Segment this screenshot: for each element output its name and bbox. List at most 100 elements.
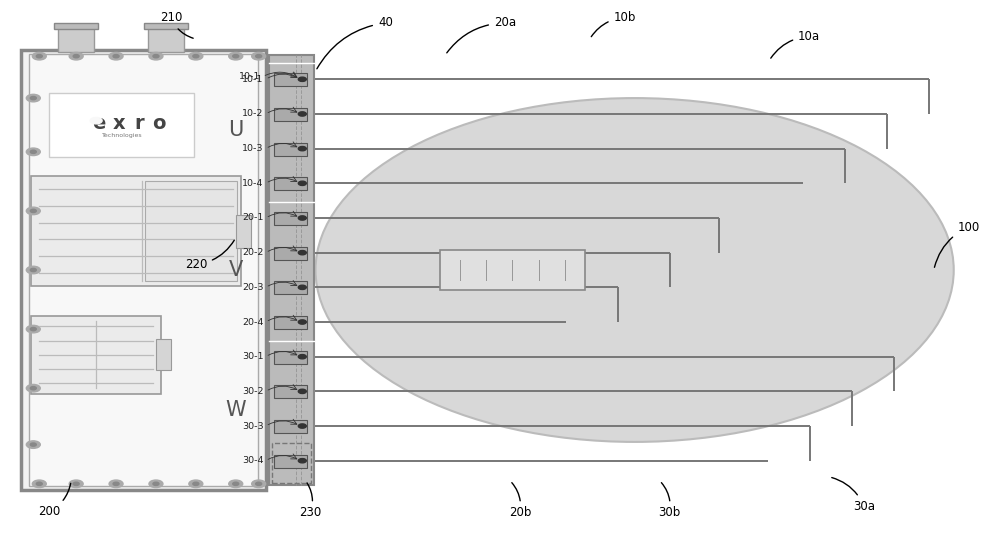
Circle shape	[298, 424, 306, 428]
Text: 200: 200	[38, 483, 71, 518]
Bar	[272, 443, 311, 483]
Circle shape	[90, 117, 102, 124]
Text: 10b: 10b	[591, 11, 636, 37]
Bar	[148, 28, 184, 52]
Text: 10a: 10a	[771, 30, 820, 58]
Text: 30-1: 30-1	[242, 352, 264, 361]
Text: x: x	[113, 114, 125, 133]
Text: Technologies: Technologies	[102, 133, 142, 138]
Bar	[274, 247, 307, 260]
Bar	[31, 176, 241, 286]
Circle shape	[193, 482, 199, 485]
Circle shape	[30, 268, 36, 272]
Text: 20-1: 20-1	[242, 213, 264, 222]
Text: 30a: 30a	[832, 477, 875, 513]
Circle shape	[229, 480, 243, 488]
Bar	[274, 108, 307, 121]
Text: 20b: 20b	[509, 483, 531, 519]
Text: 10-3: 10-3	[242, 144, 264, 153]
Bar	[31, 316, 161, 394]
Bar	[54, 23, 98, 29]
Circle shape	[30, 443, 36, 446]
Bar	[58, 28, 94, 52]
Bar	[274, 73, 307, 86]
Text: 230: 230	[299, 483, 322, 519]
Bar	[274, 178, 307, 190]
Circle shape	[298, 458, 306, 463]
Text: 30-3: 30-3	[242, 422, 264, 430]
Circle shape	[30, 210, 36, 213]
Text: 10-1: 10-1	[239, 72, 261, 81]
Circle shape	[30, 97, 36, 100]
Text: 20-3: 20-3	[242, 283, 264, 292]
Text: 10-1: 10-1	[242, 75, 264, 84]
Circle shape	[73, 482, 79, 485]
Circle shape	[252, 480, 266, 488]
Circle shape	[113, 482, 119, 485]
Circle shape	[189, 480, 203, 488]
Bar	[49, 93, 194, 157]
Text: 100: 100	[934, 220, 980, 267]
Circle shape	[149, 480, 163, 488]
Circle shape	[26, 148, 40, 156]
Text: 220: 220	[185, 240, 234, 271]
Bar	[274, 316, 307, 329]
Circle shape	[109, 52, 123, 60]
Circle shape	[298, 355, 306, 359]
Text: 20-2: 20-2	[242, 248, 264, 257]
Text: e: e	[92, 114, 106, 133]
Circle shape	[26, 266, 40, 274]
Circle shape	[298, 112, 306, 116]
Circle shape	[316, 98, 954, 442]
Circle shape	[256, 55, 262, 58]
Bar	[274, 281, 307, 294]
Bar	[236, 214, 251, 247]
Bar	[274, 351, 307, 363]
Circle shape	[193, 55, 199, 58]
Bar	[274, 143, 307, 156]
Circle shape	[298, 77, 306, 82]
Bar	[274, 420, 307, 433]
Text: V: V	[229, 260, 243, 280]
Text: W: W	[225, 400, 246, 420]
Circle shape	[26, 207, 40, 215]
Circle shape	[36, 55, 42, 58]
Bar	[274, 386, 307, 399]
Circle shape	[69, 52, 83, 60]
Circle shape	[298, 285, 306, 289]
Circle shape	[26, 441, 40, 448]
Circle shape	[298, 251, 306, 255]
Text: 30-2: 30-2	[242, 387, 264, 396]
Circle shape	[30, 327, 36, 330]
Text: 20a: 20a	[447, 16, 516, 53]
Text: 40: 40	[317, 16, 393, 69]
Bar	[156, 339, 171, 370]
Text: 10-2: 10-2	[242, 110, 264, 118]
Text: 30-4: 30-4	[242, 456, 264, 465]
Circle shape	[109, 480, 123, 488]
Circle shape	[153, 55, 159, 58]
Circle shape	[26, 94, 40, 102]
Circle shape	[36, 482, 42, 485]
Bar	[21, 50, 266, 490]
Circle shape	[298, 216, 306, 220]
Text: 30b: 30b	[658, 483, 681, 519]
Circle shape	[252, 52, 266, 60]
Circle shape	[149, 52, 163, 60]
Text: 10-4: 10-4	[242, 179, 264, 188]
Circle shape	[153, 482, 159, 485]
Bar	[274, 212, 307, 225]
Circle shape	[233, 55, 239, 58]
Text: U: U	[228, 120, 243, 140]
Circle shape	[113, 55, 119, 58]
Bar	[29, 54, 258, 486]
Circle shape	[298, 389, 306, 394]
Circle shape	[73, 55, 79, 58]
Circle shape	[298, 320, 306, 324]
Text: r: r	[134, 114, 144, 133]
Bar	[269, 55, 314, 485]
Circle shape	[233, 482, 239, 485]
Circle shape	[229, 52, 243, 60]
Circle shape	[30, 150, 36, 153]
Text: 210: 210	[160, 11, 193, 38]
